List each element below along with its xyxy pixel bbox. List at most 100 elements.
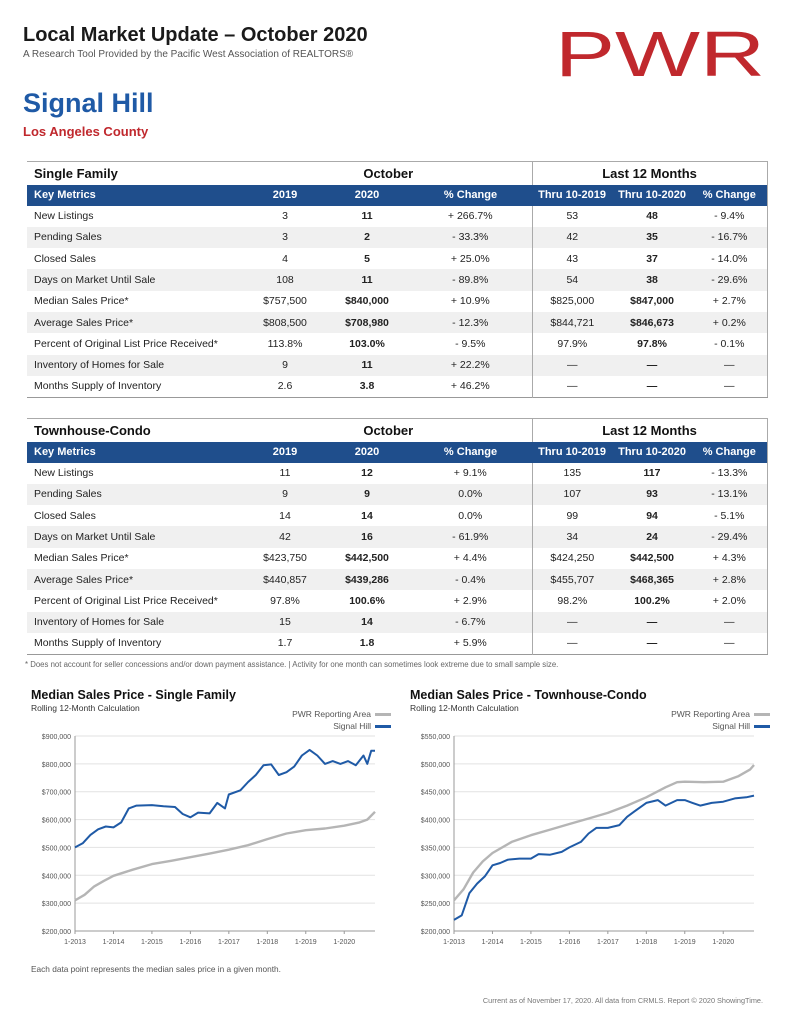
cell-v2019: 2.6 <box>277 380 293 393</box>
cell-v2019: 4 <box>282 252 288 265</box>
cell-chg12: - 29.4% <box>692 526 768 548</box>
x-tick-label: 1-2016 <box>558 939 580 946</box>
cell-v2019: 15 <box>245 611 325 633</box>
table-row: Days on Market Until Sale 42 16- 61.9% 34 24… <box>27 526 768 548</box>
logo-text: PWR <box>555 24 765 84</box>
cell-metric: Pending Sales <box>27 226 245 249</box>
y-tick-label: $350,000 <box>421 845 450 852</box>
cell-chg12: — <box>724 637 735 650</box>
y-tick-label: $200,000 <box>421 929 450 936</box>
col-thru-2020: Thru 10-2020 <box>612 184 693 206</box>
chart-single-family: Median Sales Price - Single Family Rolli… <box>31 688 391 958</box>
col-key-metrics: Key Metrics <box>27 184 245 206</box>
x-tick-label: 1-2015 <box>520 939 542 946</box>
table-row: Median Sales Price* $423,750 $442,500 + 4.4… <box>27 547 767 569</box>
cell-t2019: 135 <box>531 462 613 484</box>
cell-v2019: 11 <box>279 467 291 480</box>
cell-chg12: — <box>692 611 768 633</box>
cell-t2019: — <box>531 375 613 398</box>
cell-t2019: 98.2% <box>531 590 613 612</box>
x-tick-label: 1-2017 <box>597 939 619 946</box>
y-tick-label: $400,000 <box>421 818 450 825</box>
cell-chg12: + 0.2% <box>692 311 768 334</box>
cell-chg12: - 9.4% <box>714 210 745 223</box>
cell-t2019: $844,721 <box>531 311 613 334</box>
col-thru-2019: Thru 10-2019 <box>532 441 613 463</box>
cell-chg12: - 16.7% <box>692 226 768 249</box>
cell-t2019: — <box>531 354 613 376</box>
cell-metric: Closed Sales <box>34 509 96 522</box>
cell-chg12: - 0.1% <box>714 337 745 350</box>
series-line-signal-hill <box>453 794 755 921</box>
cell-v2019: 9 <box>245 354 325 376</box>
cell-chg: + 10.9% <box>450 295 490 308</box>
x-tick-label: 1-2016 <box>179 939 201 946</box>
report-title: Local Market Update – October 2020 <box>23 24 368 46</box>
chart-subtitle: Rolling 12-Month Calculation <box>410 703 519 713</box>
cell-chg: - 33.3% <box>409 226 533 249</box>
cell-chg: 0.0% <box>458 509 483 522</box>
cell-v2020: 2 <box>325 226 409 249</box>
city-name: Signal Hill <box>23 88 154 118</box>
cell-t2020: — <box>612 354 693 376</box>
cell-metric: Inventory of Homes for Sale <box>27 611 245 633</box>
cell-v2020: $439,286 <box>325 568 409 591</box>
cell-chg12: + 2.8% <box>692 568 768 591</box>
cell-metric: Days on Market Until Sale <box>27 269 245 291</box>
cell-t2020: 38 <box>612 269 693 291</box>
y-tick-label: $300,000 <box>42 901 71 908</box>
y-tick-label: $400,000 <box>42 873 71 880</box>
legend-item-signal-hill: Signal Hill <box>292 720 391 732</box>
cell-v2019: 3 <box>245 226 325 249</box>
cell-t2020: 37 <box>646 252 658 265</box>
cell-v2019: $423,750 <box>263 552 307 565</box>
cell-chg: + 46.2% <box>450 380 490 393</box>
cell-metric: New Listings <box>34 210 94 223</box>
table-row: Pending Sales 3 2- 33.3% 42 35- 16.7% <box>27 226 768 249</box>
cell-t2020: 100.2% <box>634 594 670 607</box>
cell-v2019: $440,857 <box>245 568 325 591</box>
chart-legend: PWR Reporting Area Signal Hill <box>671 708 770 732</box>
chart-townhouse-condo: Median Sales Price - Townhouse-Condo Rol… <box>410 688 770 958</box>
cell-v2020: $708,980 <box>325 311 409 334</box>
cell-v2020: 16 <box>325 526 409 548</box>
group-month: October <box>245 161 533 185</box>
cell-v2020: 5 <box>364 252 370 265</box>
x-tick-label: 1-2019 <box>674 939 696 946</box>
cell-t2020: 94 <box>646 509 658 522</box>
cell-t2020: $847,000 <box>630 295 674 308</box>
cell-chg: + 2.9% <box>453 594 487 607</box>
cell-t2019: 42 <box>531 226 613 249</box>
legend-item-pwr: PWR Reporting Area <box>292 708 391 720</box>
cell-chg: - 0.4% <box>409 568 533 591</box>
cell-t2019: $424,250 <box>531 547 613 569</box>
y-tick-label: $450,000 <box>421 790 450 797</box>
cell-t2019: — <box>531 611 613 633</box>
y-tick-label: $700,000 <box>42 790 71 797</box>
cell-chg: - 6.7% <box>409 611 533 633</box>
x-tick-label: 1-2018 <box>256 939 278 946</box>
cell-metric: Average Sales Price* <box>27 568 245 591</box>
section-label: Townhouse-Condo <box>27 418 245 442</box>
chart-plot: $200,000 $250,000 $300,000 $350,000 $400,000… <box>421 734 755 946</box>
cell-v2019: 3 <box>282 210 288 223</box>
cell-t2020: $442,500 <box>630 552 674 565</box>
legend-item-signal-hill: Signal Hill <box>671 720 770 732</box>
chart-legend: PWR Reporting Area Signal Hill <box>292 708 391 732</box>
table-row: Closed Sales 14 14 0.0% 99 94 - 5.1% <box>27 505 767 527</box>
cell-t2020: 93 <box>612 483 693 506</box>
cell-chg: + 22.2% <box>409 354 533 376</box>
cell-metric: Months Supply of Inventory <box>34 380 162 393</box>
cell-t2019: $825,000 <box>531 290 613 312</box>
col-change: % Change <box>409 184 533 206</box>
cell-chg: + 4.4% <box>453 552 487 565</box>
cell-t2019: 99 <box>531 505 613 527</box>
cell-t2019: 34 <box>531 526 613 548</box>
y-tick-label: $800,000 <box>42 762 71 769</box>
cell-t2020: — <box>646 637 658 650</box>
cell-t2020: $468,365 <box>612 568 693 591</box>
cell-metric: Days on Market Until Sale <box>27 526 245 548</box>
col-key-metrics: Key Metrics <box>27 441 245 463</box>
x-tick-label: 1-2015 <box>141 939 163 946</box>
cell-v2020: 12 <box>361 467 373 480</box>
